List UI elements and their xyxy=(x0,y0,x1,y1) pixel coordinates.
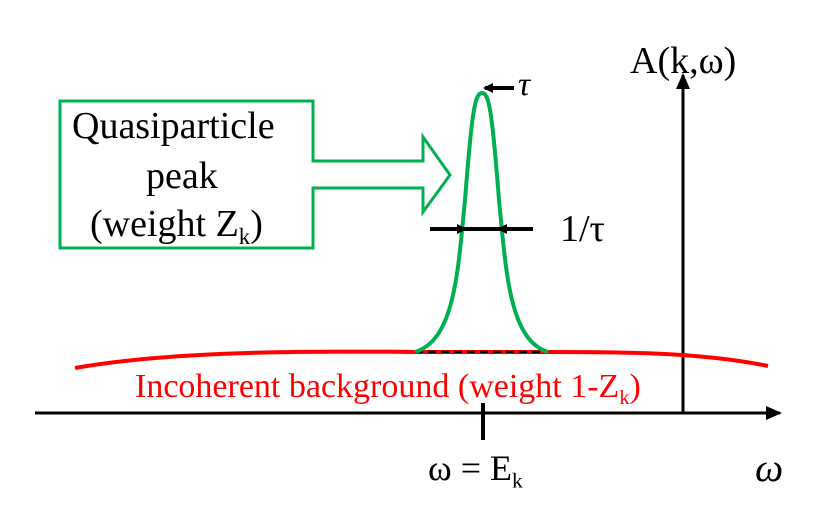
x-axis-label: ω xyxy=(755,445,784,490)
incoherent-background-curve xyxy=(74,349,769,370)
background-label-sub: k xyxy=(619,387,630,410)
box-line-2: peak xyxy=(146,155,218,197)
box-line-3: (weight Zk) xyxy=(90,205,263,249)
quasiparticle-callout-box xyxy=(58,99,452,250)
y-axis-label: A(k,ω) xyxy=(630,40,737,82)
box-line-1: Quasiparticle xyxy=(72,105,275,147)
background-label-suffix: ) xyxy=(629,368,641,405)
box-line-3-sub: k xyxy=(238,223,251,249)
ek-tick-label: ω = Ek xyxy=(428,450,523,492)
width-label: 1/τ xyxy=(560,208,605,250)
background-label: Incoherent background (weight 1-Zk) xyxy=(135,370,641,409)
ek-tick-sub: k xyxy=(512,468,523,493)
tau-label: τ xyxy=(518,66,531,103)
background-label-text: Incoherent background (weight 1-Z xyxy=(135,368,620,405)
ek-tick-text: ω = E xyxy=(428,448,512,488)
box-line-3-suffix: ) xyxy=(250,203,263,245)
quasiparticle-peak-curve xyxy=(414,90,549,354)
box-line-3-text: (weight Z xyxy=(90,203,239,245)
